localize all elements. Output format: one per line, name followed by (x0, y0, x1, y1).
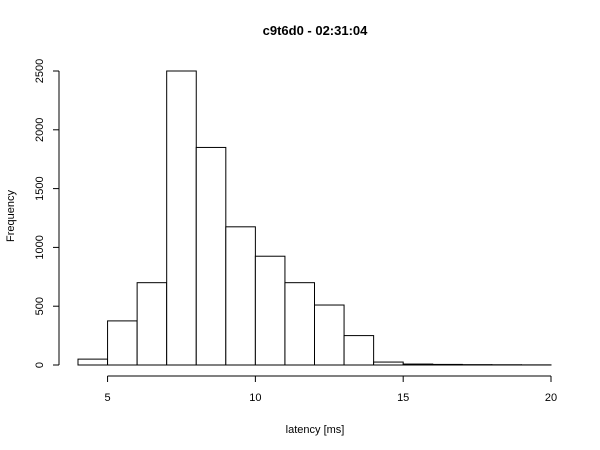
histogram-bar (166, 70, 197, 366)
x-tick-label: 20 (545, 392, 557, 404)
y-axis: 0 500 1000 1500 2000 2500 (34, 59, 60, 368)
histogram-bar (136, 282, 168, 366)
y-tick-label: 1000 (34, 235, 46, 259)
x-tick-label: 10 (249, 392, 261, 404)
y-tick-label: 2500 (34, 59, 46, 83)
histogram-bar (373, 361, 404, 366)
y-tick-label: 2000 (34, 118, 46, 142)
x-tick-label: 15 (397, 392, 409, 404)
histogram-bar (343, 335, 375, 366)
y-tick-label: 0 (34, 362, 46, 368)
y-tick-label: 1500 (34, 176, 46, 200)
y-tick-label: 500 (34, 297, 46, 315)
y-axis-label: Frequency (5, 190, 17, 242)
histogram-bar (254, 255, 286, 366)
histogram-bar (432, 363, 463, 366)
x-axis: 5 10 15 20 (105, 375, 557, 404)
x-tick-label: 5 (105, 392, 111, 404)
histogram-bar (77, 358, 109, 366)
histogram-bar (314, 304, 345, 366)
histogram-bar (284, 282, 315, 366)
histogram-bars (77, 70, 552, 366)
x-axis-label: latency [ms] (286, 424, 345, 436)
histogram-bar (195, 146, 227, 366)
histogram-bar (402, 363, 434, 366)
histogram-bar (107, 320, 138, 366)
chart-title: c9t6d0 - 02:31:04 (263, 23, 369, 38)
histogram-bar (225, 226, 256, 366)
